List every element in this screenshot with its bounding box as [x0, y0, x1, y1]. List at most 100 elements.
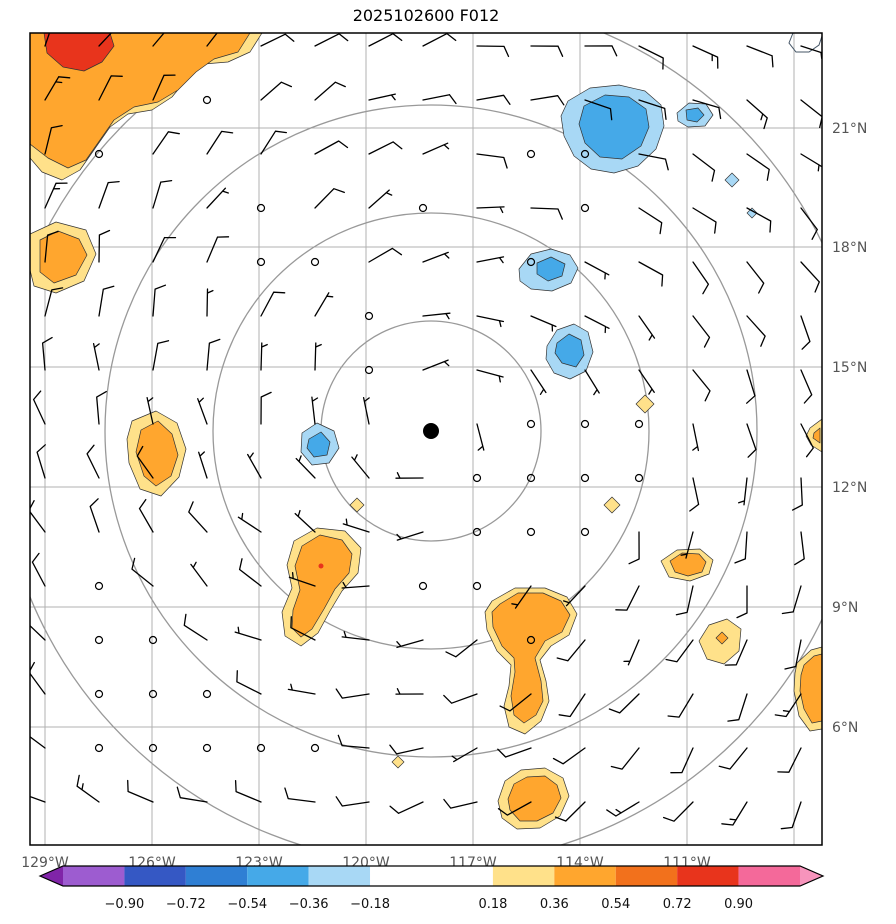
- wind-barb: [554, 801, 586, 822]
- wind-barb: [718, 747, 748, 770]
- wind-barb: [727, 693, 748, 722]
- colorbar-tick-label: 0.72: [663, 897, 692, 912]
- wind-barb: [443, 693, 478, 704]
- calm-wind-circle: [418, 581, 428, 591]
- wind-barb: [422, 251, 450, 263]
- calm-wind-circle: [256, 257, 266, 267]
- wind-barb: [206, 236, 230, 263]
- wind-barb: [92, 342, 100, 371]
- wind-barb: [623, 639, 640, 666]
- wind-barb: [794, 531, 805, 566]
- wind-barb: [30, 500, 46, 533]
- wind-barb: [395, 688, 424, 695]
- wind-barb: [234, 779, 262, 803]
- wind-barb: [530, 207, 563, 220]
- wind-barb: [628, 531, 640, 565]
- calm-wind-circle: [94, 635, 104, 645]
- colorbar-tick-label: 0.54: [601, 897, 630, 912]
- wind-barb: [615, 585, 640, 611]
- wind-barb: [152, 74, 176, 101]
- wind-barb: [422, 312, 451, 320]
- wind-barb: [260, 81, 293, 101]
- wind-barb: [584, 99, 613, 121]
- wind-barb: [746, 45, 774, 68]
- colorbar-right-arrow: [800, 866, 823, 886]
- wind-barb: [98, 180, 120, 209]
- wind-barb: [692, 153, 716, 182]
- plot-frame: [29, 32, 823, 846]
- wind-barb: [86, 444, 100, 479]
- wind-barb: [98, 229, 111, 263]
- calm-wind-circle: [202, 689, 212, 699]
- contour-patch-tiny-yellow-diamond-1: [349, 497, 365, 513]
- wind-barb: [152, 284, 167, 317]
- wind-barb: [96, 390, 107, 425]
- calm-wind-circle: [310, 257, 320, 267]
- wind-barb: [127, 779, 154, 803]
- wind-barb: [341, 581, 370, 589]
- calm-wind-circle: [526, 473, 536, 483]
- wind-barb: [198, 451, 208, 479]
- contour-patch-bottom-orange: [507, 775, 562, 822]
- wind-barb: [44, 124, 63, 155]
- wind-barb: [335, 688, 370, 699]
- wind-barb: [314, 33, 349, 47]
- colorbar-left-arrow: [40, 866, 63, 886]
- calm-wind-circle: [580, 527, 590, 537]
- wind-barb: [692, 369, 711, 402]
- colorbar-tick-label: −0.90: [104, 897, 144, 912]
- wind-barb: [44, 287, 64, 317]
- calm-wind-circle: [148, 689, 158, 699]
- wind-barb: [30, 661, 46, 695]
- wind-barb: [530, 45, 564, 57]
- wind-barb: [30, 795, 46, 803]
- wind-barb: [368, 33, 403, 47]
- wind-barb: [445, 639, 478, 658]
- wind-barb: [314, 81, 346, 101]
- topright-contour: [788, 33, 822, 53]
- wind-barb: [451, 747, 478, 763]
- colorbar-outline: [38, 865, 825, 887]
- wind-barb: [206, 187, 229, 209]
- storm-center-marker: [423, 423, 439, 439]
- wind-barb: [689, 477, 700, 512]
- contour-patch-tiny-blue-diamond-1: [724, 172, 740, 188]
- colorbar-tick-label: −0.54: [227, 897, 267, 912]
- wind-barb: [260, 291, 286, 317]
- colorbar-segment: [63, 866, 125, 886]
- wind-barb: [98, 75, 123, 101]
- wind-barb: [638, 261, 664, 287]
- contour-patch-topleft-red: [43, 33, 115, 72]
- y-tick-label: 12°N: [832, 480, 867, 496]
- wind-barb: [530, 315, 557, 332]
- wind-barb: [791, 477, 803, 511]
- wind-barb: [190, 561, 208, 587]
- wind-barb: [314, 140, 349, 155]
- colorbar-segment: [677, 866, 739, 886]
- contour-patch-rightedge-diamond-orange: [812, 427, 821, 444]
- y-tick-label: 15°N: [832, 360, 867, 376]
- wind-barb: [584, 261, 610, 280]
- chart-title: 2025102600 F012: [352, 6, 500, 25]
- wind-barb: [138, 498, 154, 533]
- wind-barb: [260, 342, 268, 371]
- contour-patch-top-blue-deep: [578, 94, 650, 160]
- wind-barb: [746, 261, 765, 294]
- wind-barb: [422, 359, 450, 371]
- wind-barb: [746, 315, 766, 347]
- wind-barb: [736, 585, 748, 619]
- colorbar-tick-label: −0.18: [350, 897, 390, 912]
- wind-barb: [188, 501, 208, 533]
- wind-barb: [146, 396, 154, 425]
- wind-barb: [36, 444, 46, 479]
- wind-barb: [784, 639, 802, 670]
- wind-barb: [362, 396, 370, 425]
- wind-barb: [511, 585, 532, 609]
- wind-barb: [89, 498, 100, 533]
- wind-barb: [368, 93, 396, 101]
- colorbar-segment: [124, 866, 186, 886]
- wind-barb: [295, 455, 316, 479]
- wind-barb: [638, 207, 663, 235]
- wind-barb: [781, 585, 802, 615]
- wind-barb: [30, 736, 46, 749]
